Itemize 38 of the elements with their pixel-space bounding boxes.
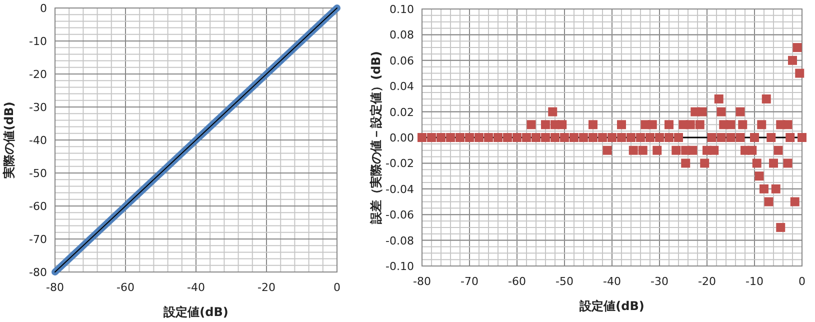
x-axis-title: 設定値(dB) [578,299,644,313]
x-axis-title: 設定値(dB) [162,305,228,319]
y-tick-label: -30 [29,101,47,114]
y-tick-label: 0.00 [390,132,414,144]
x-tick-label: -80 [46,281,64,294]
x-tick-label: -40 [603,275,621,288]
x-tick-label: -40 [187,281,205,294]
y-tick-label: -0.06 [386,208,414,222]
x-tick-label: -60 [508,275,526,288]
y-tick-label: 0.06 [390,54,414,68]
y-axis-title: 誤差（実際の値－設定値）(dB) [369,51,383,225]
y-tick-label: -60 [29,200,47,213]
y-tick-label: 0.10 [390,3,414,16]
y-tick-label: -40 [29,134,47,147]
x-tick-label: -50 [556,275,574,288]
y-tick-label: -70 [29,233,47,246]
y-axis-title: 実際の値(dB) [2,102,16,180]
y-tick-label: -0.04 [386,182,414,196]
x-tick-label: -10 [746,275,764,288]
y-tick-label: -0.10 [386,260,414,273]
y-tick-label: -80 [29,266,47,279]
y-tick-label: 0 [40,2,47,15]
x-tick-label: 0 [798,275,806,288]
x-tick-label: -60 [116,281,134,294]
y-tick-label: 0.02 [390,106,414,119]
x-tick-label: -20 [698,275,716,288]
y-tick-label: -20 [29,68,47,81]
x-tick-label: -30 [650,275,668,288]
y-tick-label: -10 [29,35,47,48]
y-tick-label: 0.08 [390,28,414,42]
x-tick-label: -80 [413,275,431,288]
y-tick-label: -50 [29,167,47,180]
y-tick-label: 0.04 [390,80,414,94]
y-tick-label: -0.02 [386,157,414,170]
x-tick-label: -70 [460,275,478,288]
y-tick-label: -0.08 [386,234,414,248]
x-tick-label: -20 [258,281,276,294]
x-tick-label: 0 [334,281,340,294]
